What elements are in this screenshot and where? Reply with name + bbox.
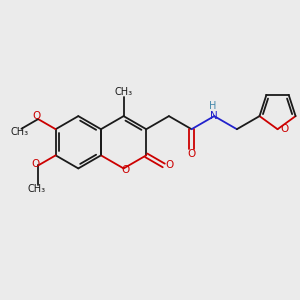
Text: O: O [280,124,288,134]
Text: H: H [209,101,216,111]
Text: CH₃: CH₃ [11,127,29,137]
Text: O: O [32,111,41,121]
Text: CH₃: CH₃ [28,184,46,194]
Text: O: O [165,160,173,170]
Text: O: O [121,165,129,175]
Text: CH₃: CH₃ [115,87,133,97]
Text: N: N [210,111,218,121]
Text: O: O [32,159,40,169]
Text: O: O [188,149,196,159]
